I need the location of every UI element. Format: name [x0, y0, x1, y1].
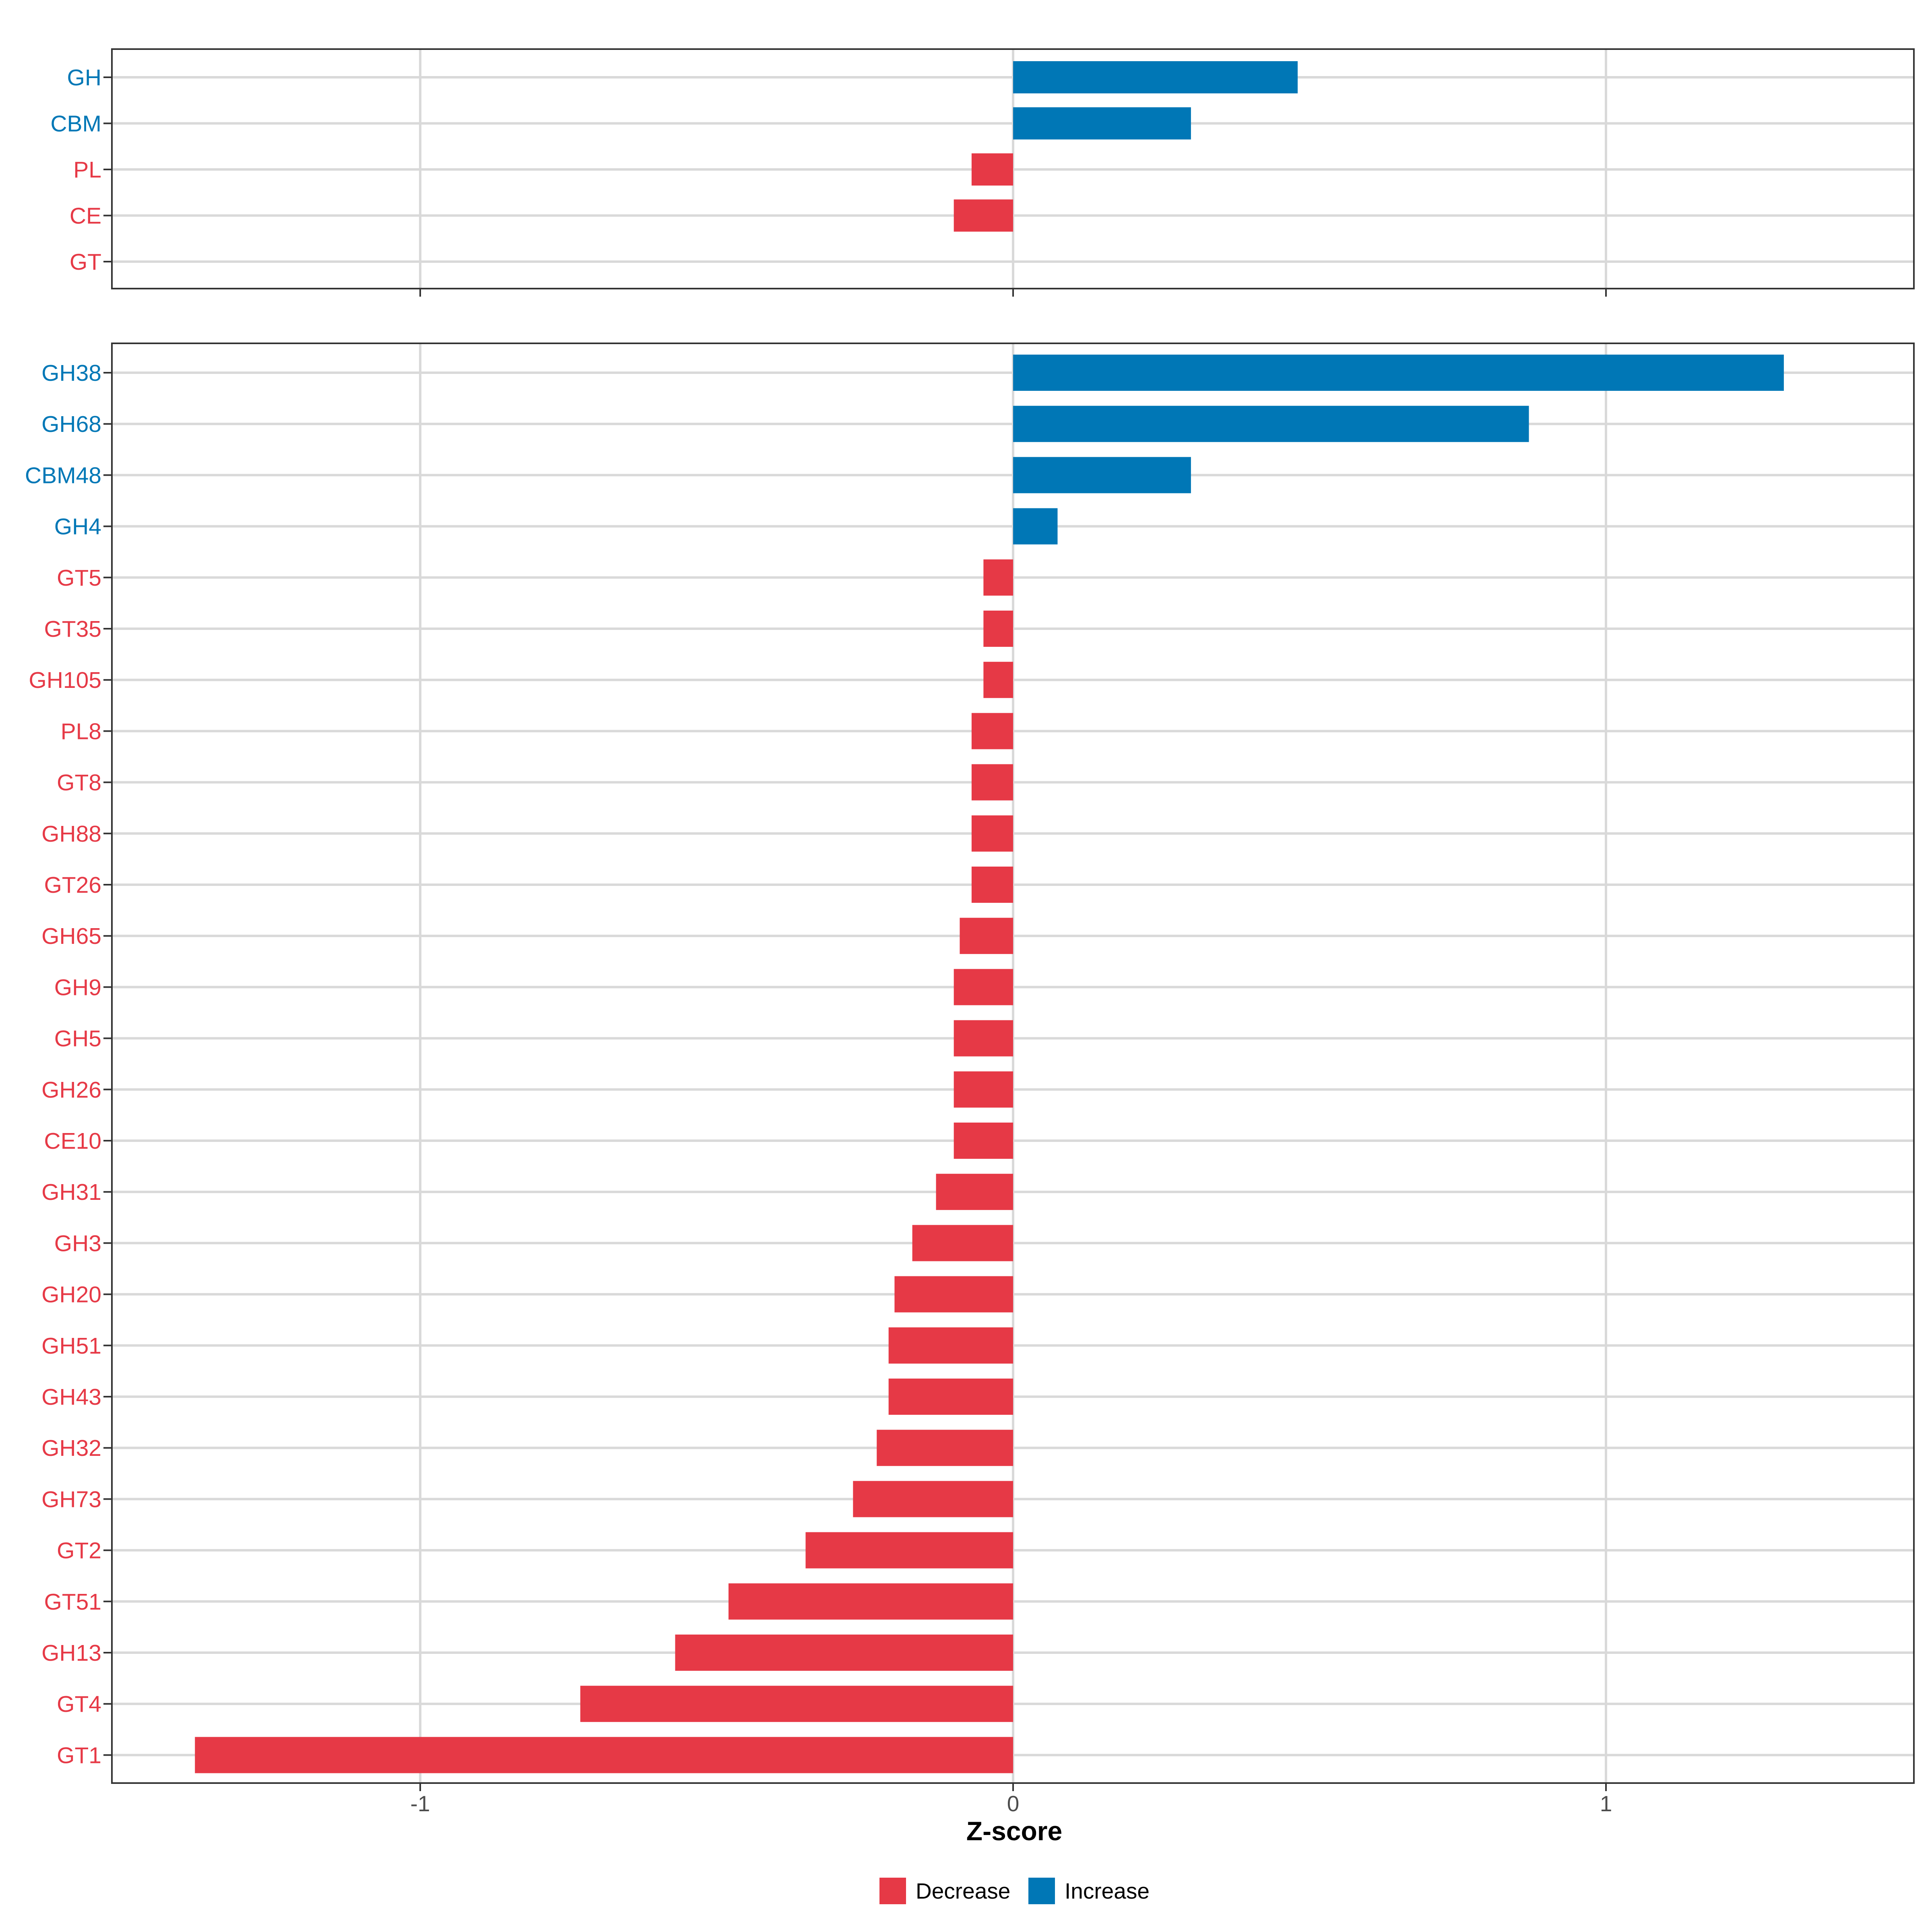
x-tick-label-1: 1 [1600, 1791, 1612, 1816]
category-label-GH43: GH43 [41, 1384, 101, 1410]
category-label-PL: PL [73, 157, 101, 183]
bar-GH13 [675, 1635, 1013, 1671]
bar-GH [1013, 61, 1298, 93]
bar-GT26 [971, 867, 1013, 903]
category-label-GH51: GH51 [41, 1333, 101, 1359]
bar-GT1 [195, 1737, 1013, 1773]
bar-CBM48 [1013, 457, 1191, 493]
category-label-GH88: GH88 [41, 821, 101, 847]
category-label-GH4: GH4 [54, 514, 101, 540]
category-label-GT5: GT5 [57, 565, 101, 591]
x-tick-label-0: 0 [1007, 1791, 1020, 1816]
category-label-PL8: PL8 [61, 718, 101, 744]
legend-label-decrease: Decrease [916, 1878, 1010, 1903]
category-label-GH20: GH20 [41, 1282, 101, 1308]
bar-CE10 [954, 1123, 1013, 1159]
category-label-GH31: GH31 [41, 1179, 101, 1205]
x-axis: -1 0 1 [411, 1791, 1612, 1816]
bar-GH31 [936, 1174, 1013, 1210]
legend-label-increase: Increase [1065, 1878, 1150, 1903]
x-axis-title: Z-score [966, 1816, 1062, 1846]
legend-key-decrease [879, 1878, 906, 1904]
legend: Decrease Increase [879, 1878, 1150, 1904]
bar-GH38 [1013, 355, 1784, 391]
category-label-GH26: GH26 [41, 1077, 101, 1103]
category-label-GH5: GH5 [54, 1026, 101, 1052]
panel-subfamilies: GH38 GH68 CBM48 GH4 GT5 GT35 GH105 PL8 GT8 GH88 GT… [25, 343, 1915, 1791]
bar-GT51 [728, 1583, 1013, 1620]
category-label-GT26: GT26 [44, 872, 101, 898]
category-label-GT8: GT8 [57, 770, 101, 796]
bar-GH3 [912, 1225, 1013, 1261]
category-label-CE10: CE10 [44, 1128, 101, 1154]
bar-CBM [1013, 107, 1191, 140]
bar-GH73 [853, 1481, 1013, 1517]
bar-GT8 [971, 764, 1013, 801]
category-label-CE: CE [70, 203, 101, 229]
bar-GH51 [888, 1327, 1013, 1364]
category-label-CBM48: CBM48 [25, 462, 101, 488]
category-label-GH68: GH68 [41, 411, 101, 437]
category-label-GH65: GH65 [41, 923, 101, 949]
bar-GH9 [954, 969, 1013, 1005]
bar-CE [954, 199, 1013, 232]
category-label-GH38: GH38 [41, 360, 101, 386]
category-label-GT: GT [70, 249, 101, 275]
bar-GH20 [894, 1276, 1013, 1313]
bar-GH68 [1013, 406, 1529, 442]
category-label-GT35: GT35 [44, 616, 101, 642]
category-label-GH13: GH13 [41, 1640, 101, 1666]
category-label-CBM: CBM [50, 111, 101, 137]
category-label-GH: GH [67, 65, 102, 91]
category-label-GH73: GH73 [41, 1486, 101, 1512]
bar-GT5 [983, 559, 1013, 596]
bar-GH4 [1013, 508, 1058, 545]
bar-GH43 [888, 1379, 1013, 1415]
bar-GH65 [960, 918, 1013, 954]
x-tick-label--1: -1 [411, 1791, 430, 1816]
bar-PL [971, 153, 1013, 186]
category-label-GT4: GT4 [57, 1691, 101, 1717]
legend-key-increase [1028, 1878, 1055, 1904]
category-label-GH9: GH9 [54, 974, 101, 1000]
bar-PL8 [971, 713, 1013, 749]
bar-GH26 [954, 1071, 1013, 1108]
panel-families: GH CBM PL CE GT [50, 48, 1915, 297]
category-label-GH32: GH32 [41, 1435, 101, 1461]
category-label-GT1: GT1 [57, 1742, 101, 1768]
category-label-GH105: GH105 [29, 667, 101, 693]
bar-GH105 [983, 662, 1013, 698]
bar-GT4 [580, 1686, 1013, 1722]
category-label-GT2: GT2 [57, 1538, 101, 1564]
category-label-GT51: GT51 [44, 1589, 101, 1615]
bar-GH88 [971, 815, 1013, 852]
bar-GH32 [877, 1430, 1013, 1466]
bar-GT35 [983, 611, 1013, 647]
category-label-GH3: GH3 [54, 1230, 101, 1256]
bar-GH5 [954, 1020, 1013, 1057]
bar-GT2 [805, 1532, 1013, 1569]
